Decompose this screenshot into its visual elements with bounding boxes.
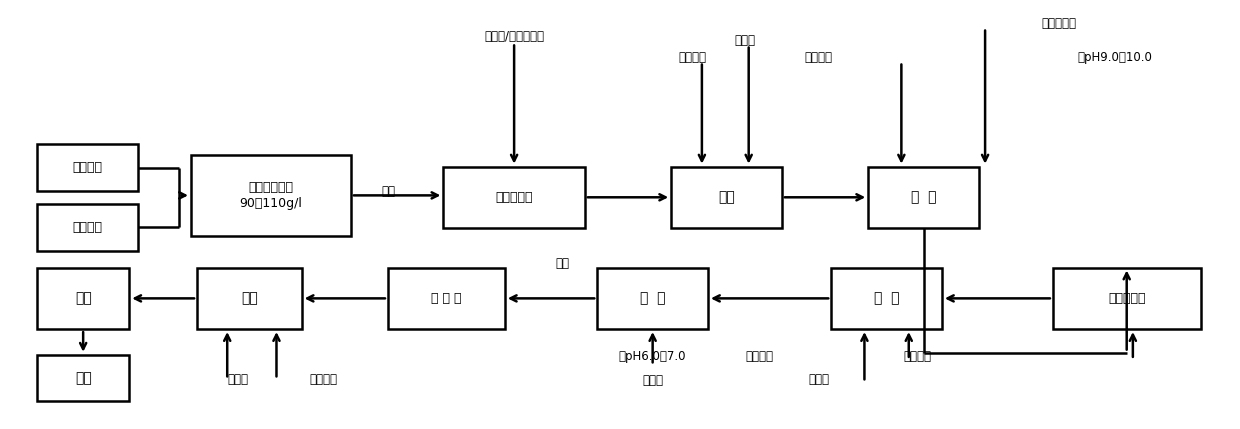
FancyBboxPatch shape bbox=[388, 268, 505, 329]
Text: 料  浆: 料 浆 bbox=[640, 291, 666, 305]
Text: 无离子水: 无离子水 bbox=[904, 350, 931, 363]
Text: 洗涤水: 洗涤水 bbox=[734, 34, 755, 47]
Text: 酸化: 酸化 bbox=[556, 257, 569, 270]
Text: 无离子水: 无离子水 bbox=[310, 373, 337, 386]
Text: 离心: 离心 bbox=[74, 291, 92, 305]
Text: 碳 酸 锆: 碳 酸 锆 bbox=[432, 292, 461, 305]
Text: 调pH9.0～10.0: 调pH9.0～10.0 bbox=[1078, 51, 1152, 64]
Text: 无离子水: 无离子水 bbox=[72, 161, 103, 174]
Text: 洗涤水: 洗涤水 bbox=[808, 373, 830, 386]
Text: 碱式硫酸锆: 碱式硫酸锆 bbox=[495, 191, 533, 204]
Text: 浓硫酸/无水硫酸钠: 浓硫酸/无水硫酸钠 bbox=[485, 30, 544, 42]
Text: 洗涤: 洗涤 bbox=[718, 190, 735, 204]
Text: 氧氯化锆: 氧氯化锆 bbox=[72, 221, 103, 234]
FancyBboxPatch shape bbox=[37, 268, 129, 329]
Text: 碳酸钠溶液: 碳酸钠溶液 bbox=[1042, 17, 1076, 30]
FancyBboxPatch shape bbox=[1053, 268, 1200, 329]
FancyBboxPatch shape bbox=[671, 166, 782, 228]
FancyBboxPatch shape bbox=[37, 204, 138, 251]
Text: 升温: 升温 bbox=[381, 184, 394, 198]
Text: 无离子水: 无离子水 bbox=[745, 350, 774, 363]
FancyBboxPatch shape bbox=[444, 166, 585, 228]
Text: 洗涤水: 洗涤水 bbox=[227, 373, 248, 386]
Text: 氧氯化锆溶液
90～110g/l: 氧氯化锆溶液 90～110g/l bbox=[239, 181, 303, 210]
Text: 调pH6.0～7.0: 调pH6.0～7.0 bbox=[619, 350, 687, 363]
Text: 碳酸锆粗品: 碳酸锆粗品 bbox=[1109, 292, 1146, 305]
FancyBboxPatch shape bbox=[37, 355, 129, 402]
FancyBboxPatch shape bbox=[37, 145, 138, 191]
Text: 包装: 包装 bbox=[74, 371, 92, 385]
FancyBboxPatch shape bbox=[191, 155, 351, 236]
FancyBboxPatch shape bbox=[598, 268, 708, 329]
FancyBboxPatch shape bbox=[868, 166, 978, 228]
Text: 洗涤: 洗涤 bbox=[241, 291, 258, 305]
Text: 洗  涤: 洗 涤 bbox=[874, 291, 899, 305]
Text: 料  浆: 料 浆 bbox=[911, 190, 936, 204]
Text: 稀盐酸: 稀盐酸 bbox=[642, 375, 663, 387]
Text: 无离子水: 无离子水 bbox=[678, 51, 706, 64]
FancyBboxPatch shape bbox=[197, 268, 301, 329]
FancyBboxPatch shape bbox=[831, 268, 942, 329]
Text: 无离子水: 无离子水 bbox=[805, 51, 833, 64]
